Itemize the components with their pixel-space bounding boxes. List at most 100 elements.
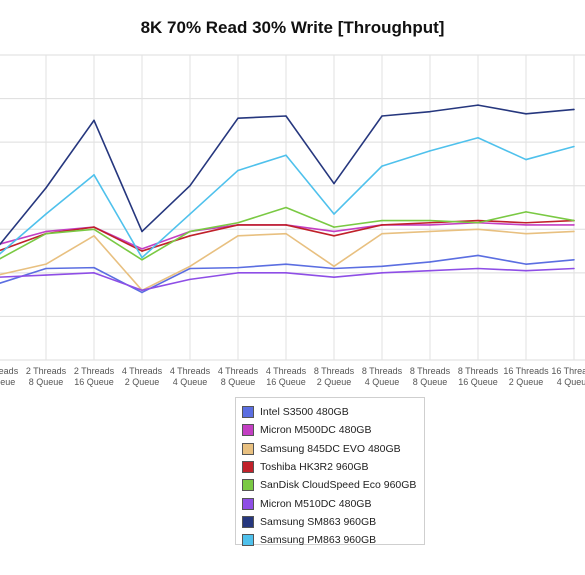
- x-tick-label: 4 Queue: [365, 377, 400, 387]
- data-point: [237, 266, 239, 269]
- legend-label: Intel S3500 480GB: [260, 406, 349, 419]
- data-point: [429, 219, 431, 222]
- data-point: [93, 235, 95, 237]
- data-point: [189, 267, 191, 270]
- legend-item: Intel S3500 480GB: [242, 403, 424, 421]
- legend-swatch: [242, 497, 254, 510]
- data-point: [45, 263, 47, 265]
- data-point: [573, 224, 575, 226]
- data-point: [525, 224, 527, 226]
- x-tick-label: 8 Threads: [410, 366, 451, 376]
- data-point: [237, 272, 239, 274]
- legend-item: SanDisk CloudSpeed Eco 960GB: [242, 476, 424, 494]
- data-point: [477, 219, 479, 222]
- data-point: [525, 221, 527, 224]
- x-tick-label: 16 Threads: [551, 366, 585, 376]
- data-point: [477, 267, 479, 270]
- data-point: [93, 174, 95, 176]
- x-tick-label: 16 Threads: [503, 366, 549, 376]
- data-point: [429, 150, 431, 152]
- data-point: [189, 235, 191, 237]
- data-point: [429, 221, 431, 224]
- legend-label: Samsung 845DC EVO 480GB: [260, 442, 401, 455]
- x-tick-label: 4 Threads: [218, 366, 259, 376]
- data-point: [333, 230, 335, 233]
- x-tick-label: 2 Queue: [125, 377, 160, 387]
- data-point: [285, 263, 287, 265]
- x-tick-label: 4 Queue: [557, 377, 585, 387]
- data-point: [237, 221, 239, 224]
- x-tick-label: 2 Threads: [0, 366, 19, 376]
- legend-swatch: [242, 479, 254, 492]
- series-line-2: [0, 228, 575, 292]
- series-line-1: [0, 221, 574, 250]
- legend-label: Micron M500DC 480GB: [260, 424, 372, 437]
- data-point: [45, 274, 47, 276]
- grid-layer: [0, 54, 585, 361]
- x-tick-label: 4 Threads: [170, 366, 211, 376]
- chart-title: 8K 70% Read 30% Write [Throughput]: [140, 18, 445, 37]
- data-point: [381, 272, 383, 274]
- x-tick-label: 4 Threads: [266, 366, 307, 376]
- x-tick-label: 8 Threads: [314, 366, 355, 376]
- data-point: [285, 232, 287, 235]
- data-point: [93, 226, 95, 228]
- data-point: [189, 278, 191, 281]
- data-point: [285, 154, 287, 157]
- data-point: [477, 136, 479, 139]
- legend-swatch: [242, 442, 254, 455]
- data-point: [525, 269, 527, 272]
- data-point: [237, 235, 239, 237]
- legend-label: Toshiba HK3R2 960GB: [260, 461, 369, 474]
- x-tick-label: 8 Threads: [362, 366, 403, 376]
- data-point: [141, 248, 143, 250]
- data-point: [141, 230, 143, 233]
- data-point: [189, 265, 191, 268]
- data-point: [477, 221, 479, 224]
- data-point: [477, 254, 479, 257]
- data-point: [381, 115, 383, 117]
- data-point: [45, 187, 47, 189]
- x-tick-label: 4 Threads: [122, 366, 163, 376]
- data-point: [525, 113, 527, 115]
- data-point: [45, 232, 47, 235]
- legend-item: Micron M500DC 480GB: [242, 421, 424, 439]
- legend-swatch: [242, 406, 254, 419]
- data-point: [285, 272, 287, 274]
- data-point: [573, 258, 575, 261]
- legend-swatch: [242, 534, 254, 547]
- x-tick-label: 2 Threads: [26, 366, 67, 376]
- x-tick-label: 2 Queue: [509, 377, 544, 387]
- legend-swatch: [242, 461, 254, 474]
- x-tick-label: 8 Threads: [458, 366, 499, 376]
- data-point: [45, 267, 47, 270]
- legend-item: Samsung PM863 960GB: [242, 531, 424, 549]
- data-point: [573, 230, 575, 233]
- data-point: [93, 266, 95, 269]
- legend-item: Samsung SM863 960GB: [242, 513, 424, 531]
- data-point: [237, 224, 239, 226]
- data-point: [237, 169, 239, 172]
- data-point: [573, 108, 575, 111]
- data-point: [237, 117, 239, 119]
- data-point: [141, 256, 143, 259]
- legend-item: Micron M510DC 480GB: [242, 494, 424, 512]
- data-point: [333, 213, 335, 215]
- data-point: [381, 224, 383, 226]
- x-tick-label: 8 Queue: [29, 377, 64, 387]
- legend-swatch: [242, 424, 254, 437]
- x-tick-label: 8 Queue: [221, 377, 256, 387]
- legend-swatch: [242, 515, 254, 528]
- legend-label: Samsung SM863 960GB: [260, 515, 377, 528]
- data-point: [429, 110, 431, 113]
- legend: Intel S3500 480GB Micron M500DC 480GB Sams…: [235, 397, 425, 547]
- series-line-3: [0, 219, 575, 252]
- data-point: [525, 158, 527, 161]
- data-point: [381, 219, 383, 222]
- data-point: [429, 261, 431, 263]
- data-point: [189, 184, 191, 187]
- legend-label: Samsung PM863 960GB: [260, 534, 377, 547]
- data-point: [333, 182, 335, 185]
- legend-label: SanDisk CloudSpeed Eco 960GB: [260, 479, 417, 492]
- x-tick-label: 8 Queue: [413, 377, 448, 387]
